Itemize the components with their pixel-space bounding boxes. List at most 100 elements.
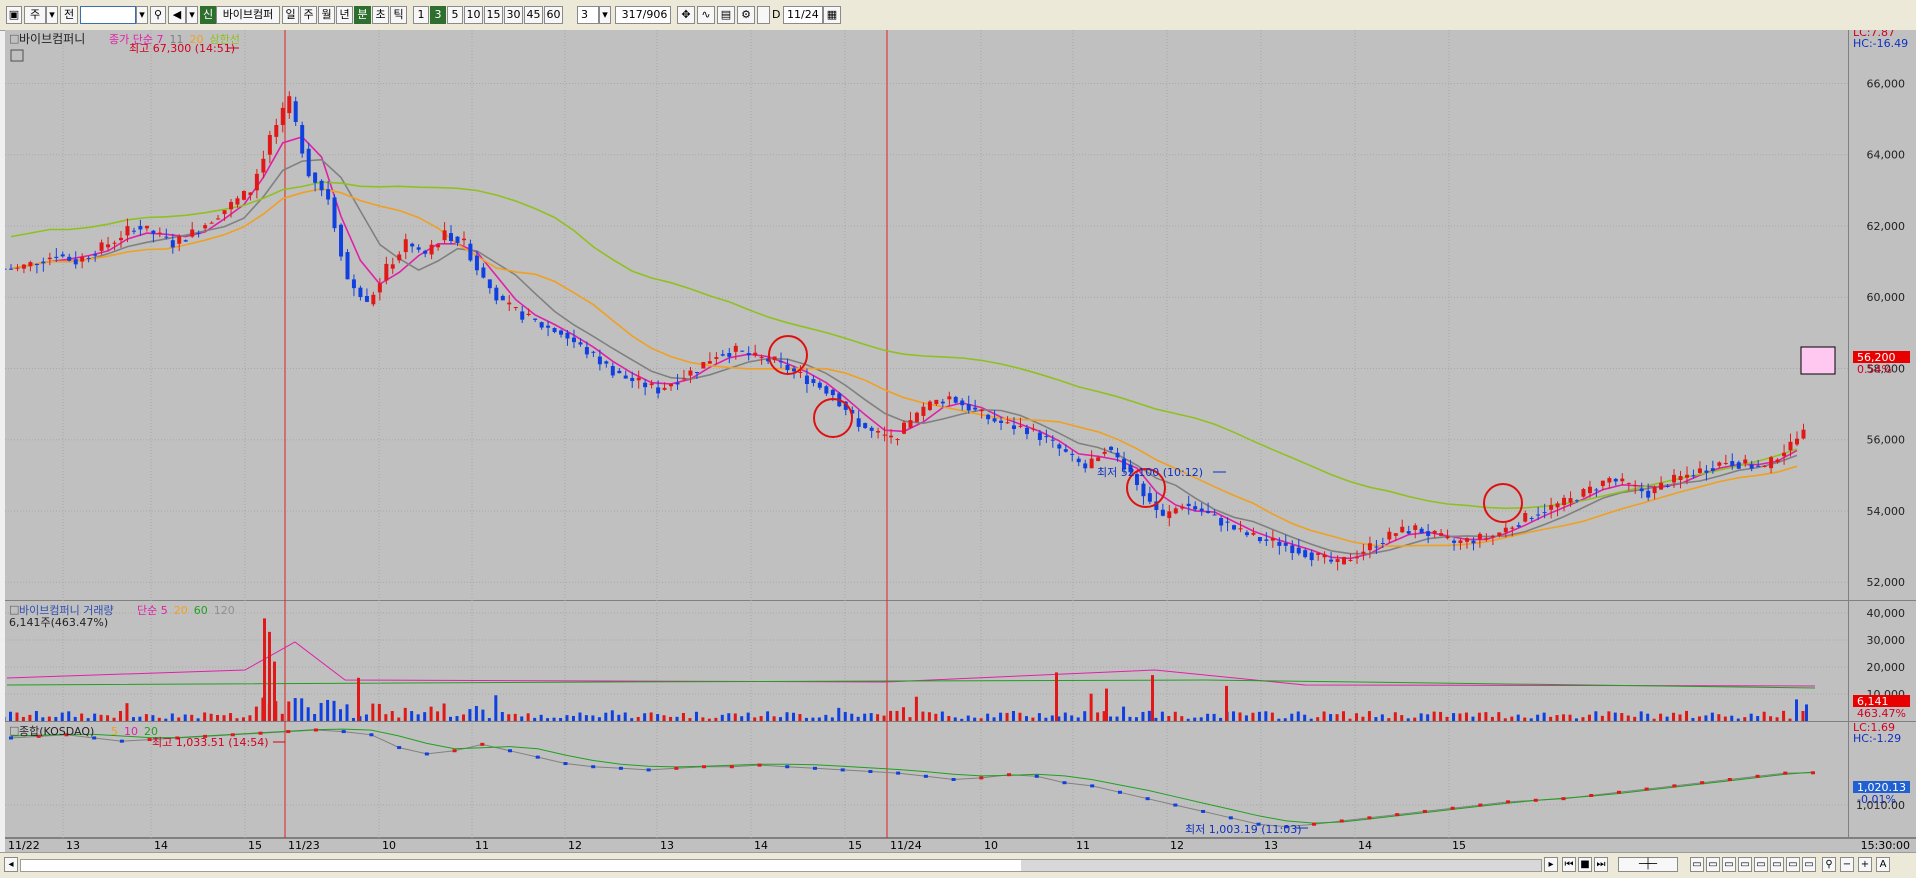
kosdaq-index-line[interactable] [9,728,1815,829]
zoom-out-icon[interactable]: − [1840,857,1854,872]
volume-bars[interactable] [2,618,1808,721]
index-candle [1201,809,1206,813]
font-size-icon[interactable]: A [1876,857,1890,872]
zoom-slider[interactable]: ─┼─ [1618,857,1678,872]
layout-icon-6[interactable]: ▭ [1770,857,1784,872]
period-tab-3[interactable]: 년 [336,6,353,24]
scroll-track[interactable] [20,859,1542,872]
candle [60,251,65,258]
volume-bar [1510,716,1514,721]
volume-bar [170,713,174,721]
minute-button-45[interactable]: 45 [524,6,543,24]
panel-settings-icon[interactable] [10,49,24,62]
minute-button-1[interactable]: 1 [413,6,429,24]
minute-button-15[interactable]: 15 [484,6,503,24]
minute-button-3[interactable]: 3 [430,6,446,24]
period-tab-1[interactable]: 주 [300,6,317,24]
minute-button-10[interactable]: 10 [464,6,483,24]
layout-icon-5[interactable]: ▭ [1754,857,1768,872]
chart-canvas[interactable]: 66,000 64,000 62,000 60,000 58,000 56,000 54,0… [2,26,1916,838]
count-select[interactable]: 3 [577,6,599,24]
volume-bar [1134,717,1138,721]
index-candle [1533,798,1538,802]
volume-bar [1710,712,1714,721]
candle [1477,532,1482,548]
period-tab-6[interactable]: 틱 [390,6,407,24]
volume-panel-handle[interactable]: □ [9,603,19,616]
chart-area[interactable]: 66,000 64,000 62,000 60,000 58,000 56,000 54,0… [2,26,1916,838]
index-candle [979,776,984,780]
minute-button-5[interactable]: 5 [447,6,463,24]
scroll-left-icon[interactable]: ◂ [4,857,18,872]
period-tab-4[interactable]: 분 [354,6,371,24]
volume-bar [1070,715,1074,721]
period-tab-2[interactable]: 월 [318,6,335,24]
stock-code-input[interactable]: 301300 [80,6,136,24]
gear-icon[interactable]: ⚙ [737,6,755,24]
chart-mode-select[interactable]: 주 [24,6,46,24]
layout-icon-2[interactable]: ▭ [1706,857,1720,872]
candle [9,264,13,270]
candle [1083,459,1088,473]
layout-icon-4[interactable]: ▭ [1738,857,1752,872]
volume-bar [1102,711,1106,721]
period-tab-0[interactable]: 일 [282,6,299,24]
candle [216,214,221,220]
price-high-label: 최고 67,300 (14:51) [129,42,235,55]
index-candle [175,736,180,740]
volume-bar [1361,716,1365,721]
zoom-in-icon[interactable]: + [1858,857,1872,872]
crosshair-icon[interactable]: ✥ [677,6,695,24]
volume-bar [591,715,595,721]
search-icon[interactable]: ⚲ [150,6,166,24]
volume-bar [992,717,996,721]
calendar-icon[interactable]: ▦ [823,6,841,24]
minute-button-60[interactable]: 60 [544,6,563,24]
candle [746,346,751,361]
candle [636,370,641,389]
minute-button-30[interactable]: 30 [504,6,523,24]
candle [118,231,123,248]
date-input[interactable]: 11/24 [783,6,823,24]
layout-icon-8[interactable]: ▭ [1802,857,1816,872]
volume-bar [733,713,737,721]
volume-bar [1445,716,1449,721]
candle [345,249,350,280]
chevron-down-icon[interactable]: ▾ [46,6,58,24]
chart-menu-icon[interactable]: ▣ [6,6,22,24]
code-dropdown-icon[interactable]: ▾ [136,6,148,24]
stop-icon[interactable]: ■ [1578,857,1592,872]
sound-icon[interactable]: ◀ [168,6,186,24]
volume-bar [1348,718,1352,721]
date-checkbox[interactable] [757,6,770,24]
last-page-icon[interactable]: ⏭ [1594,857,1608,872]
layout-icon-7[interactable]: ▭ [1786,857,1800,872]
layout-icon-3[interactable]: ▭ [1722,857,1736,872]
trend-line-icon[interactable]: ∿ [697,6,715,24]
stock-name-field[interactable]: 바이브컴퍼 [216,6,280,24]
candle [1497,532,1502,538]
candle [1452,538,1457,551]
candle [571,329,576,349]
sound-dropdown-icon[interactable]: ▾ [186,6,198,24]
candle [714,352,719,365]
volume-bar [811,717,815,721]
volume-bar [720,714,724,721]
magnify-icon[interactable]: ⚲ [1822,857,1836,872]
index-panel-handle[interactable]: □ [9,724,19,737]
layout-icon-1[interactable]: ▭ [1690,857,1704,872]
volume-bar [500,712,504,721]
save-icon[interactable]: ▤ [717,6,735,24]
count-dropdown-icon[interactable]: ▾ [599,6,611,24]
price-candles[interactable] [2,91,1806,571]
price-panel-handle[interactable]: □ [9,32,19,45]
time-axis-label: 14 [154,839,168,852]
scroll-right-icon[interactable]: ▸ [1544,857,1558,872]
volume-bar [1251,712,1255,721]
prev-button[interactable]: 전 [60,6,78,24]
candle [992,410,997,423]
volume-bar [99,714,103,721]
period-tab-5[interactable]: 초 [372,6,389,24]
scroll-thumb[interactable] [1021,860,1541,871]
first-page-icon[interactable]: ⏮ [1562,857,1576,872]
